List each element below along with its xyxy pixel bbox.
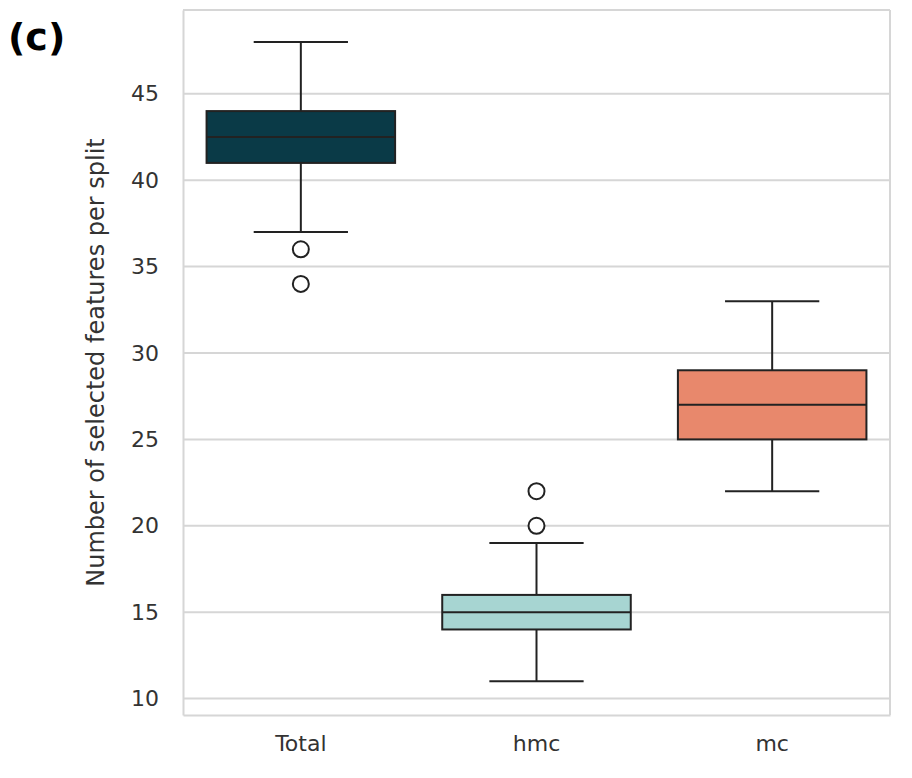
outlier (529, 518, 545, 534)
box-group (207, 42, 396, 292)
x-tick: hmc (513, 715, 560, 756)
grid-line (183, 611, 890, 613)
cap-high (725, 300, 819, 302)
y-tick-label: 10 (131, 686, 159, 711)
grid-line (183, 266, 890, 268)
y-tick: 30 (131, 341, 183, 366)
whisker-high (300, 42, 302, 111)
grid-line (183, 93, 890, 95)
cap-low (725, 490, 819, 492)
box (207, 111, 396, 163)
median (207, 136, 396, 138)
y-tick-label: 45 (131, 81, 159, 106)
title: (c) (8, 15, 65, 59)
y-tick: 10 (131, 686, 183, 711)
whisker-low (300, 163, 302, 232)
outlier (529, 483, 545, 499)
y-tick: 45 (131, 81, 183, 106)
chart: 10 15 20 25 30 35 40 45 Total hmc mc Number of sele… (0, 0, 912, 778)
x-axis: Total hmc mc (184, 715, 891, 756)
boxes (207, 42, 867, 681)
grid-line (183, 179, 890, 181)
y-tick-label: 35 (131, 254, 159, 279)
x-axis-line (184, 715, 891, 717)
box-group (678, 301, 867, 491)
whisker-high (536, 543, 538, 595)
box-group (442, 483, 631, 681)
median (678, 404, 867, 406)
x-tick-label: mc (755, 731, 789, 756)
grid-line (183, 352, 890, 354)
grid-line (183, 698, 890, 700)
outlier (293, 276, 309, 292)
whisker-low (771, 439, 773, 491)
whisker-high (771, 301, 773, 370)
x-tick: Total (274, 715, 326, 756)
outlier (293, 241, 309, 257)
y-axis-title: Number of selected features per split (82, 138, 110, 587)
y-tick: 25 (131, 427, 183, 452)
y-tick-label: 25 (131, 427, 159, 452)
y-tick-label: 30 (131, 341, 159, 366)
y-tick: 40 (131, 168, 183, 193)
box (678, 370, 867, 439)
cap-low (489, 680, 583, 682)
y-tick: 15 (131, 600, 183, 625)
y-tick-label: 20 (131, 513, 159, 538)
cap-low (254, 231, 348, 233)
frame-right (889, 10, 891, 715)
y-tick-label: 40 (131, 168, 159, 193)
whisker-low (536, 629, 538, 681)
y-axis-line (183, 11, 185, 716)
grid (183, 94, 890, 699)
y-axis: 10 15 20 25 30 35 40 45 (131, 11, 184, 716)
frame-top (183, 9, 890, 11)
x-tick-label: Total (274, 731, 326, 756)
y-tick: 35 (131, 254, 183, 279)
cap-high (489, 542, 583, 544)
box (442, 595, 631, 630)
y-tick-label: 15 (131, 600, 159, 625)
x-tick-label: hmc (513, 731, 560, 756)
y-tick: 20 (131, 513, 183, 538)
x-tick: mc (755, 715, 789, 756)
cap-high (254, 41, 348, 43)
median (442, 611, 631, 613)
